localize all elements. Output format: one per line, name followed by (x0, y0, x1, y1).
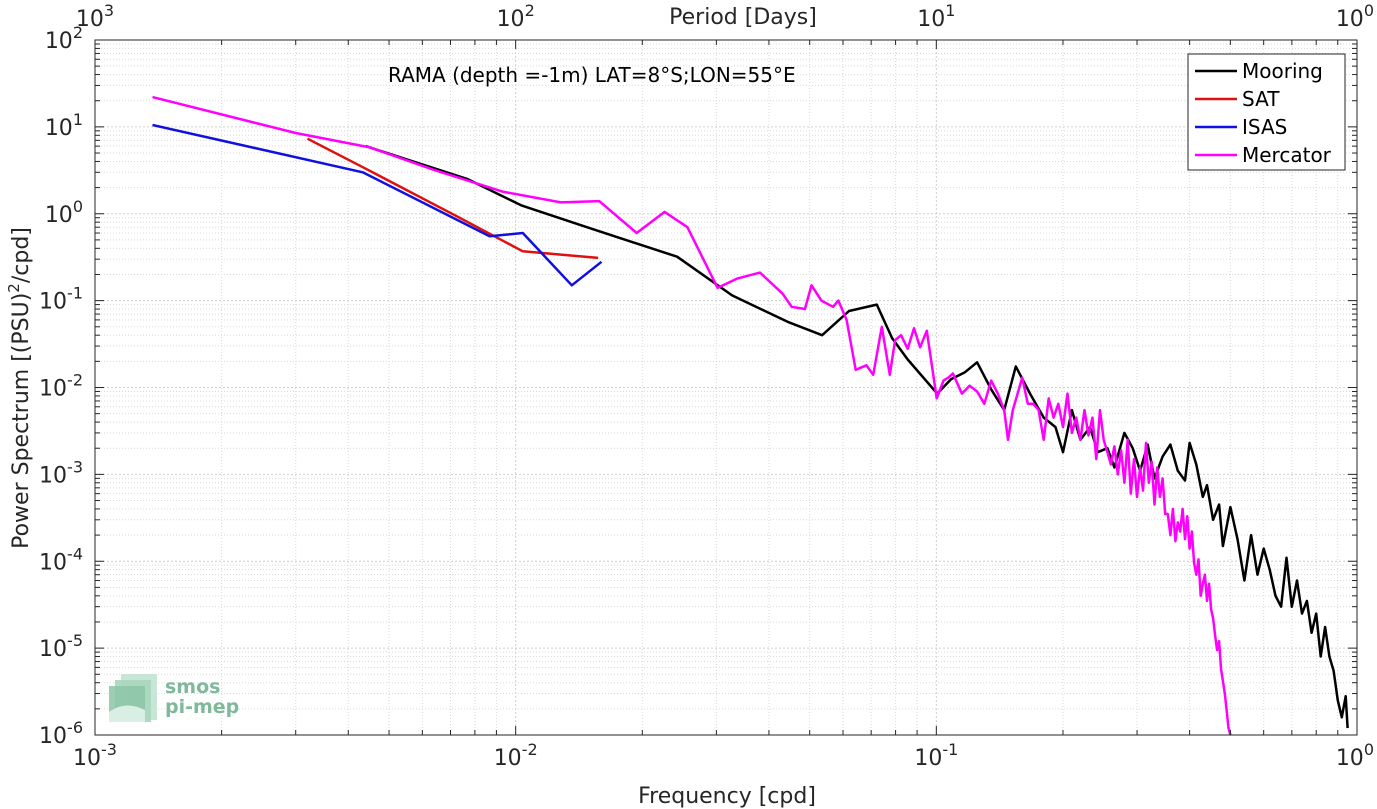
x-tick-label-exp: -1 (942, 740, 958, 759)
top-tick-label-exp: 1 (945, 1, 955, 20)
y-tick-label-exp: -2 (67, 371, 83, 390)
legend-label-sat: SAT (1242, 87, 1280, 111)
top-axis-label: Period [Days] (669, 5, 817, 30)
y-tick-label: 10-3 (39, 457, 83, 488)
y-tick-label-base: 10 (39, 637, 67, 662)
y-axis-label: Power Spectrum [(PSU)2/cpd] (5, 227, 34, 549)
top-tick-label: 101 (917, 1, 955, 32)
x-tick-label-base: 10 (914, 746, 942, 771)
tick-marks (94, 39, 1358, 736)
series-line-mercator (152, 95, 1232, 736)
top-tick-label-exp: 0 (1364, 1, 1374, 20)
y-axis-label-tail: /cpd] (9, 227, 34, 283)
top-tick-label-base: 10 (76, 7, 104, 32)
legend: Mooring SAT ISAS Mercator (1187, 53, 1346, 171)
y-tick-label: 10-2 (39, 371, 83, 402)
legend-box (1187, 53, 1346, 171)
x-tick-label-exp: -2 (522, 740, 538, 759)
x-tick-label: 10-2 (494, 740, 538, 771)
y-tick-label: 10-5 (39, 631, 83, 662)
top-tick-label-base: 10 (497, 7, 525, 32)
logo-mark-icon (109, 674, 157, 722)
y-tick-label-exp: -3 (67, 457, 83, 476)
top-tick-label: 102 (497, 1, 535, 32)
top-tick-label: 100 (1336, 1, 1374, 32)
y-tick-label: 10-4 (39, 544, 83, 575)
x-axis-label: Frequency [cpd] (638, 784, 816, 809)
y-tick-label-base: 10 (39, 290, 67, 315)
y-tick-label-base: 10 (45, 116, 73, 141)
y-tick-label-base: 10 (45, 29, 73, 54)
annotation-text: RAMA (depth =-1m) LAT=8°S;LON=55°E (388, 63, 796, 87)
top-tick-label-base: 10 (917, 7, 945, 32)
y-tick-label: 101 (45, 110, 83, 141)
x-tick-label-base: 10 (494, 746, 522, 771)
y-tick-label: 102 (45, 23, 83, 54)
top-tick-label: 103 (76, 1, 114, 32)
y-axis-label-base: Power Spectrum [(PSU) (9, 293, 34, 549)
y-tick-label: 10-1 (39, 284, 83, 315)
legend-label-mooring: Mooring (1242, 59, 1323, 83)
x-tick-label-exp: 0 (1364, 740, 1374, 759)
y-tick-label-exp: 0 (73, 197, 83, 216)
series-line-sat (306, 137, 599, 260)
y-tick-label-base: 10 (39, 724, 67, 749)
y-tick-label: 100 (45, 197, 83, 228)
series-layer (152, 95, 1349, 736)
logo-line1: smos (165, 676, 220, 698)
y-tick-label-base: 10 (39, 377, 67, 402)
logo-line2: pi-mep (165, 696, 239, 718)
smos-pi-mep-logo: smos pi-mep (109, 674, 239, 722)
y-tick-label-exp: -1 (67, 284, 83, 303)
minor-grid (95, 40, 1357, 735)
top-tick-label-exp: 3 (104, 1, 114, 20)
y-axis-label-sup: 2 (5, 283, 23, 293)
x-tick-label: 100 (1336, 740, 1374, 771)
y-tick-label-exp: 1 (73, 110, 83, 129)
y-tick-label-base: 10 (45, 203, 73, 228)
top-tick-label-exp: 2 (525, 1, 535, 20)
y-tick-label-base: 10 (39, 550, 67, 575)
y-tick-label: 10-6 (39, 718, 83, 749)
x-tick-label: 10-1 (914, 740, 958, 771)
x-tick-label-exp: -3 (101, 740, 117, 759)
top-tick-label-base: 10 (1336, 7, 1364, 32)
y-tick-label-exp: 2 (73, 23, 83, 42)
legend-label-mercator: Mercator (1242, 143, 1332, 167)
x-tick-label-base: 10 (1336, 746, 1364, 771)
x-tick-label-base: 10 (73, 746, 101, 771)
series-line-mooring (365, 144, 1349, 729)
y-tick-label-exp: -6 (67, 718, 83, 737)
legend-label-isas: ISAS (1242, 115, 1287, 139)
y-tick-label-base: 10 (39, 463, 67, 488)
y-tick-label-exp: -5 (67, 631, 83, 650)
x-tick-label: 10-3 (73, 740, 117, 771)
y-tick-label-exp: -4 (67, 544, 83, 563)
series-line-isas (152, 123, 603, 287)
